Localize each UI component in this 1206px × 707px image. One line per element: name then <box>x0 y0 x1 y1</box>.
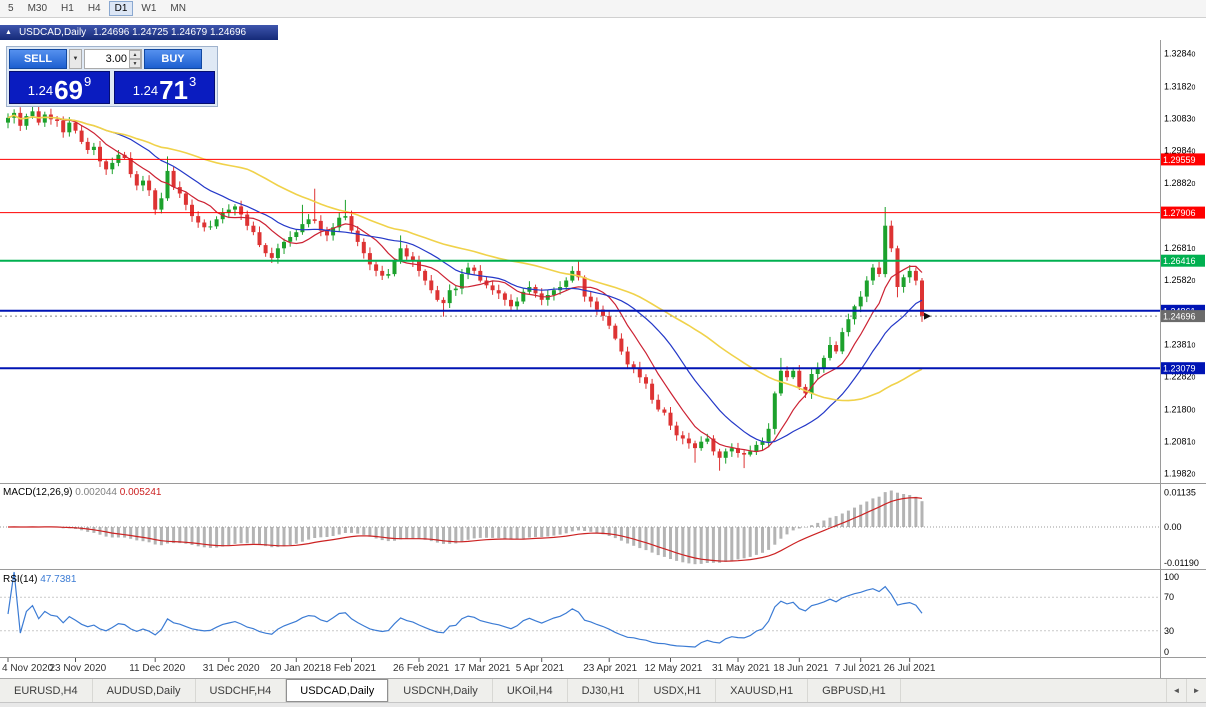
time-axis-labels: 4 Nov 202023 Nov 2020 11 Dec 2020 31 Dec 2… <box>2 658 936 674</box>
timeframe-button-M30[interactable]: M30 <box>27 3 48 14</box>
svg-text:1.27906: 1.27906 <box>1163 208 1196 218</box>
volume-input[interactable] <box>85 50 129 68</box>
svg-text:1.23810: 1.23810 <box>1164 340 1196 350</box>
svg-text:1.19820: 1.19820 <box>1164 468 1196 478</box>
ask-price-big: 71 <box>159 74 188 105</box>
chart-tabs-list: EURUSD,H4 AUDUSD,Daily USDCHF,H4 USDCAD,Dai… <box>0 679 901 702</box>
macd-signal-line <box>7 496 923 562</box>
svg-text:1.29840: 1.29840 <box>1164 145 1196 155</box>
chart-tab-usdcad-daily[interactable]: USDCAD,Daily <box>286 679 390 702</box>
bid-price-big: 69 <box>54 74 83 105</box>
svg-text:1.20810: 1.20810 <box>1164 436 1196 446</box>
timeframe-button-H4[interactable]: H4 <box>87 3 101 14</box>
svg-text:1.26810: 1.26810 <box>1164 243 1196 253</box>
rsi-label: RSI(14) 47.7381 <box>3 574 77 585</box>
bid-price-pipette: 9 <box>84 74 92 89</box>
chart-tab-audusd-daily[interactable]: AUDUSD,Daily <box>93 679 196 702</box>
chart-tab-ukoil-h4[interactable]: UKOil,H4 <box>493 679 568 702</box>
svg-text:1.21800: 1.21800 <box>1164 405 1196 415</box>
chart-window-icon: ▲ <box>5 29 12 36</box>
svg-text:7 Jul 2021: 7 Jul 2021 <box>835 663 882 674</box>
svg-text:31 Dec 2020: 31 Dec 2020 <box>203 663 260 674</box>
chart-tab-usdx-h1[interactable]: USDX,H1 <box>639 679 717 702</box>
svg-text:1.32840: 1.32840 <box>1164 49 1196 59</box>
timeframe-button-5[interactable]: 5 <box>8 3 14 14</box>
macd-axis-label: 0.00 <box>1164 522 1182 532</box>
svg-text:1.24696: 1.24696 <box>1163 312 1196 322</box>
price-tag-1.26416: 1.26416 <box>1161 254 1205 267</box>
ma-line-8 <box>7 114 923 453</box>
macd-axis-label: 0.01135 <box>1164 488 1196 498</box>
timeframe-button-H1[interactable]: H1 <box>61 3 74 14</box>
svg-text:4 Nov 2020: 4 Nov 2020 <box>2 663 54 674</box>
price-tag-1.23079: 1.23079 <box>1161 362 1205 375</box>
price-tag-1.29559: 1.29559 <box>1161 153 1205 166</box>
chart-tab-dj30-h1[interactable]: DJ30,H1 <box>568 679 640 702</box>
ask-price-pipette: 3 <box>189 74 197 89</box>
chart-canvas[interactable]: 1.328401.318201.308301.298401.288201.278… <box>0 40 1206 678</box>
svg-text:11 Dec 2020: 11 Dec 2020 <box>129 663 185 674</box>
rsi-line <box>7 571 923 648</box>
rsi-axis-label: 0 <box>1164 647 1169 657</box>
volume-increase-button[interactable]: ▲ <box>129 50 141 59</box>
svg-text:12 May 2021: 12 May 2021 <box>645 663 703 674</box>
chart-title-ohlc: 1.24696 1.24725 1.24679 1.24696 <box>93 27 247 38</box>
tab-scroll-left-button[interactable]: ◄ <box>1166 679 1186 702</box>
volume-decrease-button[interactable]: ▼ <box>129 59 141 68</box>
price-axis[interactable] <box>1160 40 1206 658</box>
rsi-axis-label: 70 <box>1164 592 1174 602</box>
bid-price-display: 1.24 69 9 <box>9 71 110 104</box>
svg-text:26 Feb 2021: 26 Feb 2021 <box>393 663 450 674</box>
tab-scroll-right-button[interactable]: ► <box>1186 679 1206 702</box>
chart-tabs-bar: EURUSD,H4 AUDUSD,Daily USDCHF,H4 USDCAD,Dai… <box>0 678 1206 702</box>
macd-histogram <box>12 490 924 565</box>
timeframe-button-W1[interactable]: W1 <box>141 3 157 14</box>
svg-text:1.28820: 1.28820 <box>1164 178 1196 188</box>
svg-text:1.25820: 1.25820 <box>1164 275 1196 285</box>
chart-title-symbol: USDCAD,Daily <box>18 27 87 38</box>
status-strip <box>0 702 1206 707</box>
one-click-trading-panel: SELL ▼ ▲ ▼ BUY 1.24 69 9 1.24 71 3 <box>6 46 218 107</box>
price-tag-1.24696: 1.24696 <box>1161 310 1205 323</box>
macd-label: MACD(12,26,9) 0.002044 0.005241 <box>3 487 162 498</box>
price-arrow-icon <box>924 312 931 320</box>
svg-text:5 Apr 2021: 5 Apr 2021 <box>516 663 565 674</box>
svg-text:20 Jan 2021: 20 Jan 2021 <box>270 663 325 674</box>
svg-text:1.26416: 1.26416 <box>1163 256 1196 266</box>
volume-dropdown-button[interactable]: ▼ <box>69 49 82 69</box>
chart-title-bar[interactable]: ▲ USDCAD,Daily 1.24696 1.24725 1.24679 1… <box>0 25 278 40</box>
chart-tab-eurusd-h4[interactable]: EURUSD,H4 <box>0 679 93 702</box>
rsi-axis-label: 30 <box>1164 626 1174 636</box>
rsi-axis-label: 100 <box>1164 572 1179 582</box>
timeframe-button-D1[interactable]: D1 <box>108 1 134 16</box>
svg-text:1.22820: 1.22820 <box>1164 372 1196 382</box>
svg-text:17 Mar 2021: 17 Mar 2021 <box>454 663 511 674</box>
svg-text:23 Nov 2020: 23 Nov 2020 <box>50 663 107 674</box>
svg-text:1.29559: 1.29559 <box>1163 155 1196 165</box>
buy-button[interactable]: BUY <box>144 49 202 69</box>
svg-text:8 Feb 2021: 8 Feb 2021 <box>326 663 377 674</box>
chart-tab-gbpusd-h1[interactable]: GBPUSD,H1 <box>808 679 901 702</box>
ma-line-40 <box>7 114 923 402</box>
macd-axis-label: -0.01190 <box>1164 558 1199 568</box>
ask-price-display: 1.24 71 3 <box>114 71 215 104</box>
chart-tab-usdcnh-daily[interactable]: USDCNH,Daily <box>389 679 493 702</box>
svg-text:31 May 2021: 31 May 2021 <box>712 663 770 674</box>
chart-tab-usdchf-h4[interactable]: USDCHF,H4 <box>196 679 287 702</box>
ask-price-prefix: 1.24 <box>132 83 159 98</box>
volume-box: ▲ ▼ <box>84 49 142 69</box>
sell-button[interactable]: SELL <box>9 49 67 69</box>
svg-text:23 Apr 2021: 23 Apr 2021 <box>583 663 637 674</box>
svg-text:26 Jul 2021: 26 Jul 2021 <box>884 663 936 674</box>
time-axis[interactable] <box>0 658 1160 678</box>
svg-text:1.31820: 1.31820 <box>1164 82 1196 92</box>
price-tag-1.27906: 1.27906 <box>1161 206 1205 219</box>
timeframe-toolbar: 5 M30 H1 H4 D1 W1 MN <box>0 0 1206 18</box>
chart-tab-xauusd-h1[interactable]: XAUUSD,H1 <box>716 679 809 702</box>
svg-text:1.30830: 1.30830 <box>1164 113 1196 123</box>
svg-text:1.23079: 1.23079 <box>1163 364 1196 374</box>
svg-text:18 Jun 2021: 18 Jun 2021 <box>773 663 828 674</box>
timeframe-button-MN[interactable]: MN <box>170 3 186 14</box>
bid-price-prefix: 1.24 <box>27 83 54 98</box>
